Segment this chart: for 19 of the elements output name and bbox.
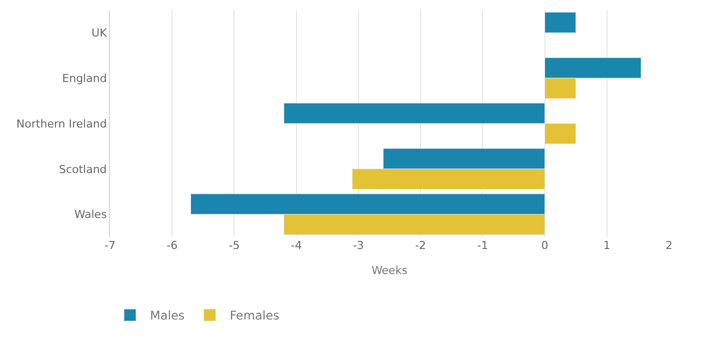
y-tick-label: Northern Ireland — [16, 117, 107, 130]
y-tick-label: UK — [92, 26, 108, 40]
bar — [544, 12, 576, 33]
x-tick-label: -1 — [477, 239, 488, 252]
x-tick-label: 1 — [603, 239, 610, 252]
legend-label: Males — [150, 308, 185, 323]
x-tick-label: -4 — [290, 239, 302, 252]
x-axis-title: Weeks — [372, 264, 408, 278]
y-tick-label: England — [62, 72, 107, 85]
x-tick-label: 0 — [541, 239, 548, 252]
x-tick-label: -3 — [352, 239, 364, 252]
x-tick-label: -2 — [415, 239, 426, 252]
legend-label: Females — [230, 308, 280, 323]
x-tick-label: -7 — [104, 239, 116, 252]
y-tick-label: Scotland — [58, 162, 107, 176]
x-tick-label: 2 — [666, 239, 672, 252]
x-tick-label: -6 — [166, 239, 178, 252]
y-tick-label: Wales — [74, 208, 108, 222]
x-tick-label: -5 — [228, 239, 240, 252]
